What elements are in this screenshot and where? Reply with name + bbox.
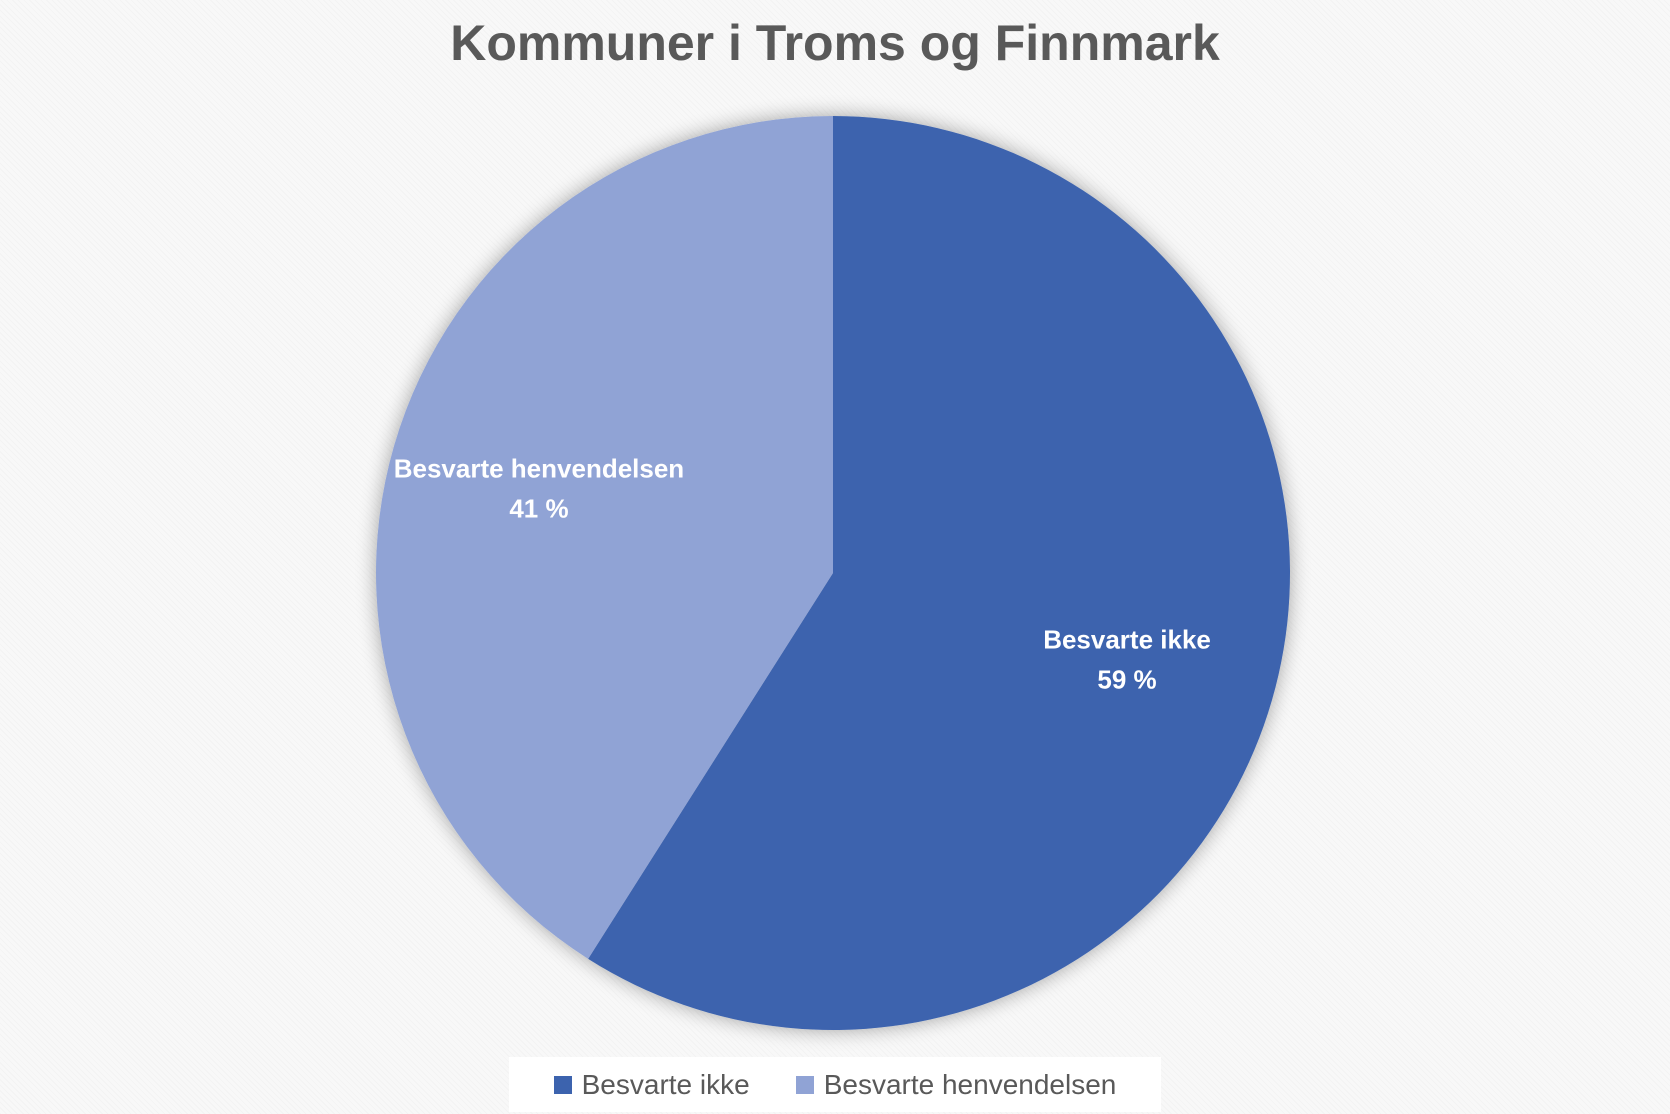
chart-title: Kommuner i Troms og Finnmark	[450, 15, 1220, 71]
legend-item: Besvarte ikke	[553, 1068, 750, 1101]
pie-slice-2	[376, 116, 833, 959]
chart-legend: Besvarte ikke Besvarte henvendelsen	[509, 1057, 1161, 1112]
slice-value-label: 59 %	[1097, 664, 1156, 694]
slice-value-label: 41 %	[509, 494, 568, 524]
legend-label: Besvarte ikke	[581, 1068, 750, 1100]
legend-label: Besvarte henvendelsen	[823, 1068, 1117, 1100]
slice-category-label: Besvarte ikke	[1043, 624, 1211, 654]
legend-swatch	[795, 1075, 814, 1094]
slice-category-label: Besvarte henvendelsen	[394, 454, 684, 484]
pie-slice-1	[588, 116, 1291, 1030]
legend-item: Besvarte henvendelsen	[795, 1068, 1117, 1101]
legend-swatch	[553, 1075, 572, 1094]
